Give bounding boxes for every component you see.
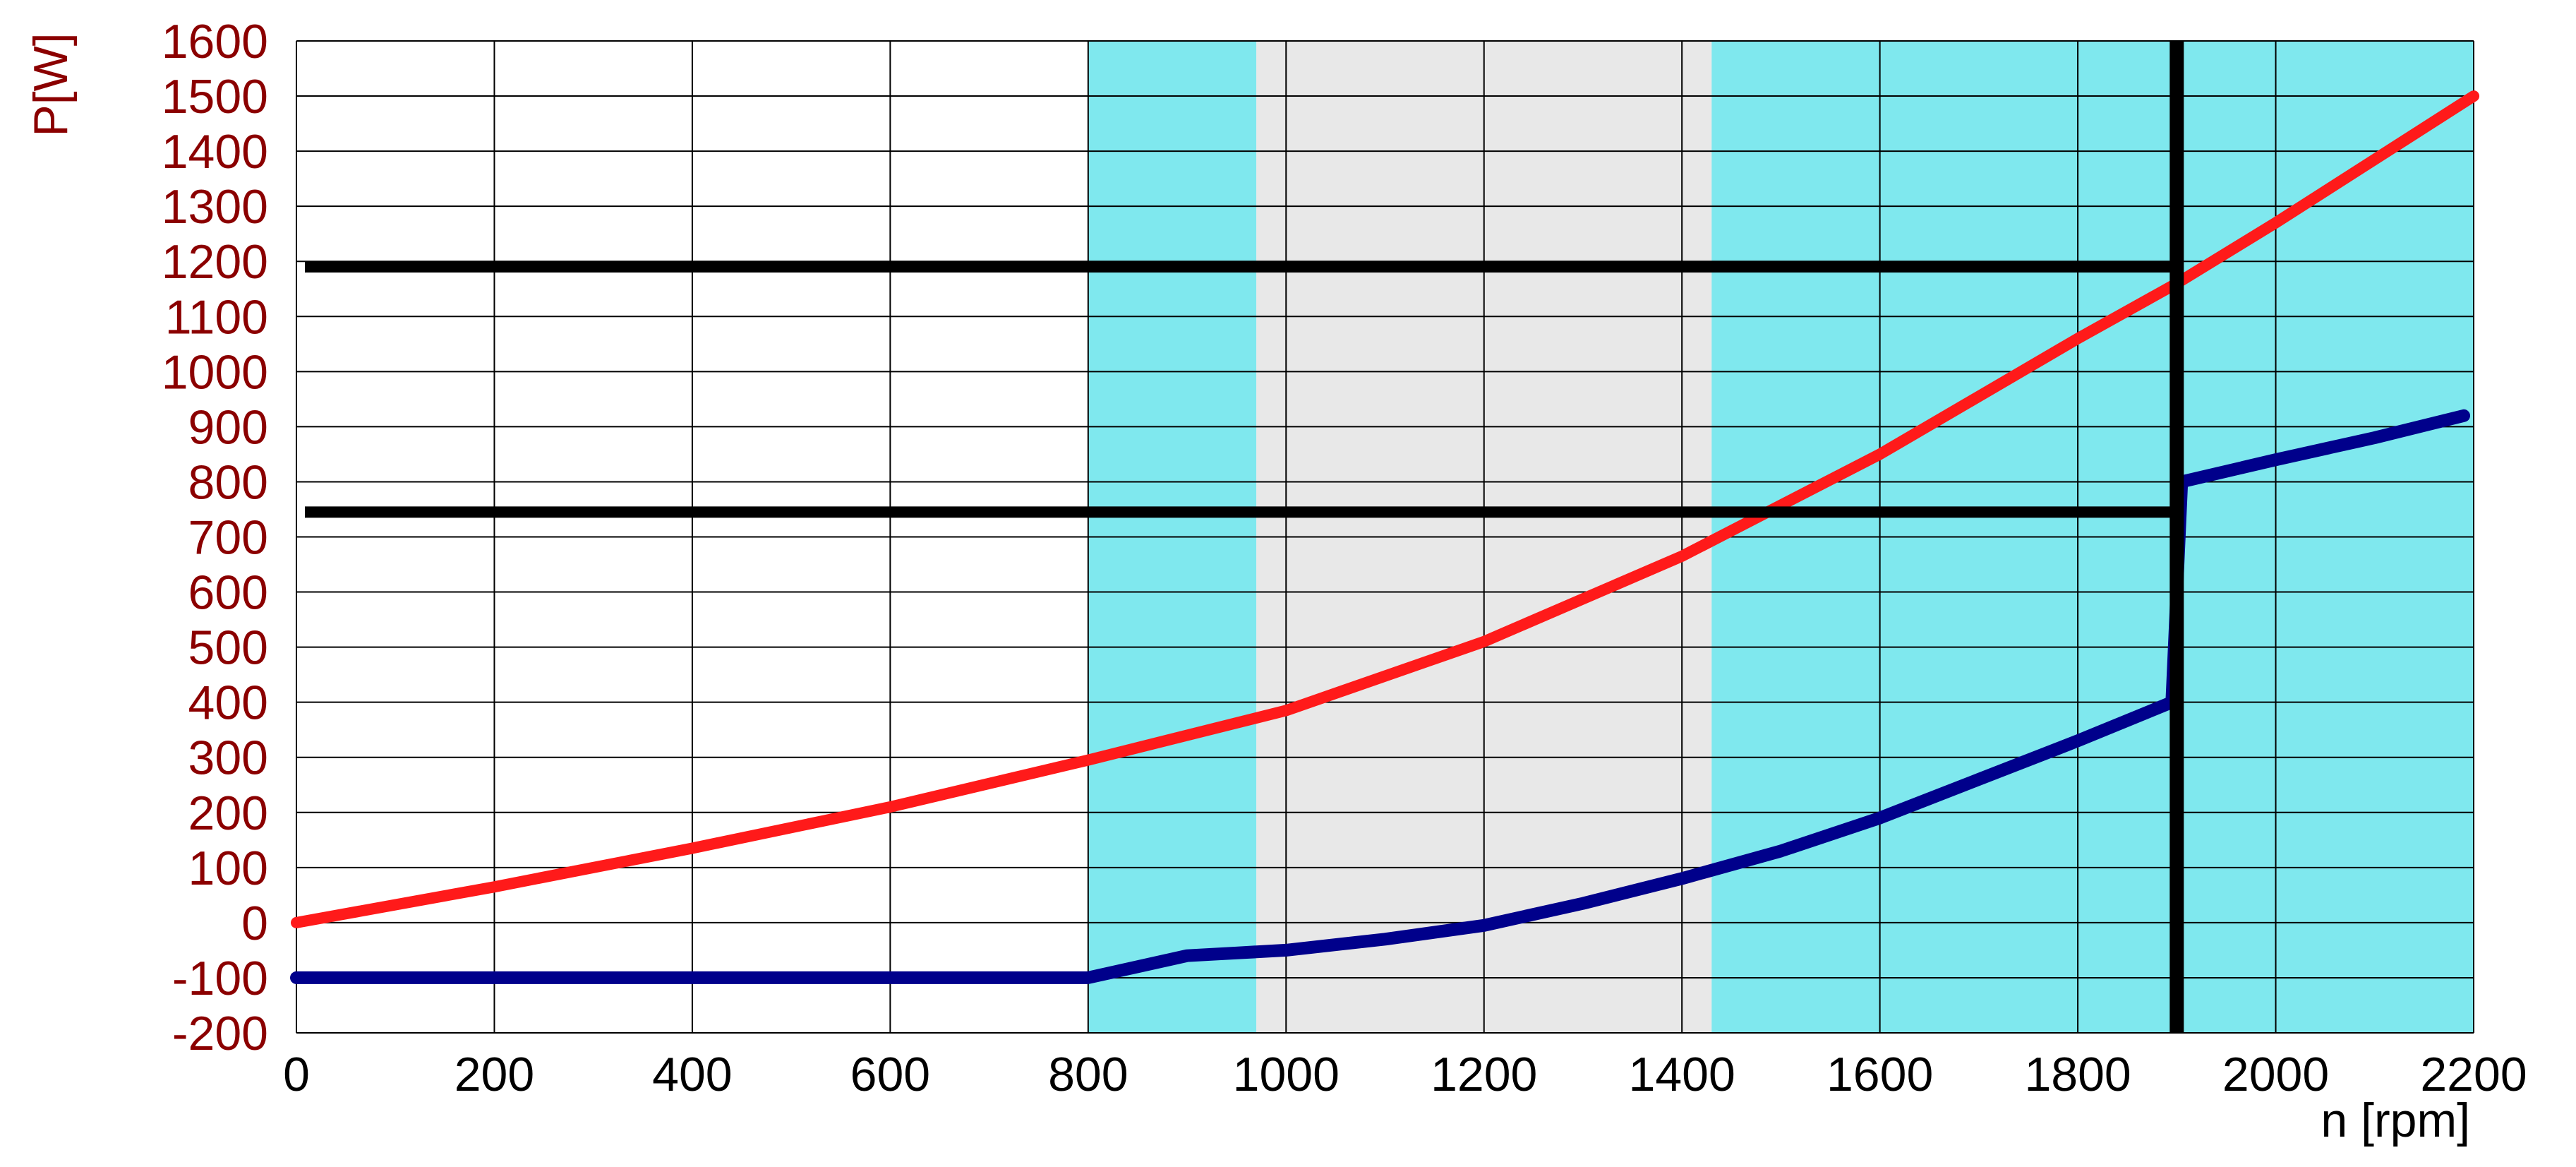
y-tick-label-15: 1300 — [162, 180, 268, 234]
y-tick-label-16: 1400 — [162, 125, 268, 179]
y-tick-label-8: 600 — [188, 566, 268, 620]
y-tick-label-9: 700 — [188, 511, 268, 565]
x-tick-label-3: 600 — [850, 1048, 930, 1101]
reference-lines — [305, 41, 2184, 1033]
y-tick-label-2: 0 — [241, 897, 268, 950]
y-tick-label-1: -100 — [172, 952, 268, 1005]
x-tick-label-10: 2000 — [2222, 1048, 2329, 1101]
x-tick-label-4: 800 — [1048, 1048, 1128, 1101]
y-axis-label: P[W] — [24, 32, 78, 136]
y-tick-label-0: -200 — [172, 1007, 268, 1060]
x-tick-label-7: 1400 — [1629, 1048, 1735, 1101]
y-tick-label-10: 800 — [188, 455, 268, 509]
x-tick-label-8: 1600 — [1826, 1048, 1933, 1101]
y-tick-label-7: 500 — [188, 621, 268, 675]
y-tick-label-6: 400 — [188, 676, 268, 730]
tick-labels: -200-10001002003004005006007008009001000… — [162, 15, 2527, 1101]
x-tick-label-1: 200 — [455, 1048, 534, 1101]
y-tick-label-13: 1100 — [165, 290, 268, 344]
y-tick-label-12: 1000 — [162, 345, 268, 399]
y-tick-label-5: 300 — [188, 731, 268, 785]
y-tick-label-11: 900 — [188, 400, 268, 454]
x-tick-label-11: 2200 — [2420, 1048, 2527, 1101]
y-tick-label-17: 1500 — [162, 70, 268, 124]
x-tick-label-0: 0 — [283, 1048, 310, 1101]
grid-lines — [296, 40, 2474, 1034]
x-tick-label-2: 400 — [652, 1048, 732, 1101]
x-axis-label: n [rpm] — [2321, 1094, 2470, 1147]
y-tick-label-4: 200 — [188, 786, 268, 840]
x-tick-label-9: 1800 — [2024, 1048, 2131, 1101]
x-tick-label-5: 1000 — [1233, 1048, 1340, 1101]
y-tick-label-14: 1200 — [162, 235, 268, 289]
y-tick-label-3: 100 — [188, 842, 268, 895]
y-tick-label-18: 1600 — [162, 15, 268, 68]
x-tick-label-6: 1200 — [1431, 1048, 1537, 1101]
